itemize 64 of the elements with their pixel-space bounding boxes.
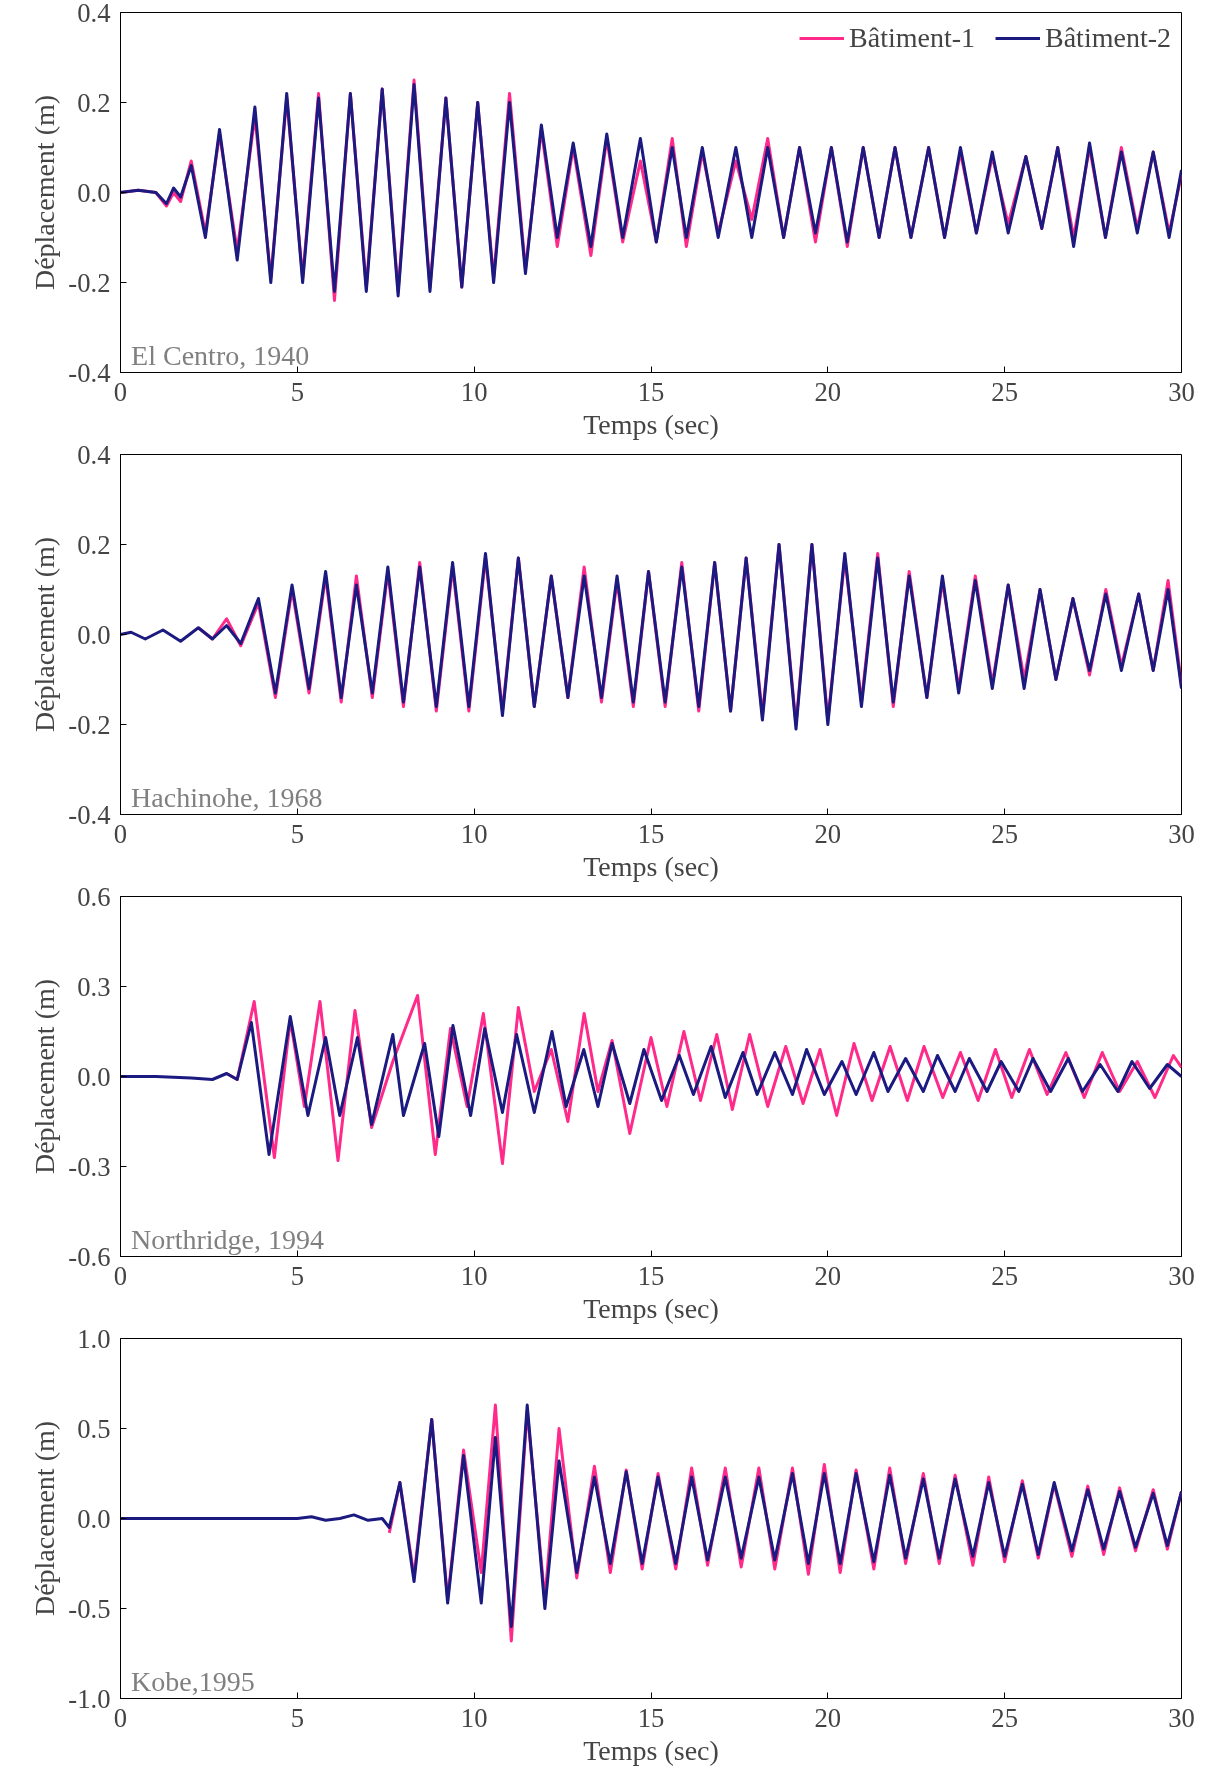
x-tick-label: 25 (991, 818, 1018, 849)
y-tick-label: 0.6 (77, 881, 111, 912)
y-axis-title: Déplacement (m) (29, 1420, 61, 1617)
x-tick-label: 5 (290, 1260, 304, 1291)
x-tick-label: 10 (460, 376, 488, 407)
x-tick-label: 20 (814, 1702, 842, 1733)
x-tick-label: 0 (113, 376, 128, 407)
x-tick-label: 10 (460, 1702, 488, 1733)
annotation: Hachinohe, 1968 (131, 781, 323, 813)
y-tick-label: -0.4 (68, 799, 111, 830)
line-series (120, 1403, 1182, 1628)
x-tick-label: 30 (1168, 818, 1195, 849)
x-axis-title: Temps (sec) (583, 850, 719, 882)
y-tick-label: 0.4 (77, 439, 111, 470)
x-axis-title: Temps (sec) (583, 1292, 719, 1324)
x-tick-label: 10 (460, 1260, 488, 1291)
y-tick-label: 0.4 (77, 0, 111, 28)
y-tick-label: 0.2 (77, 529, 111, 560)
line-series (120, 1015, 1182, 1156)
y-axis-title: Déplacement (m) (29, 536, 61, 733)
x-tick-label: 20 (814, 376, 842, 407)
y-tick-label: 0.0 (77, 177, 111, 208)
annotation: El Centro, 1940 (131, 339, 310, 371)
x-tick-label: 0 (113, 1260, 128, 1291)
y-tick-label: -0.2 (68, 267, 111, 298)
annotation: Northridge, 1994 (131, 1223, 324, 1255)
x-tick-label: 25 (991, 376, 1018, 407)
x-tick-label: 20 (814, 818, 842, 849)
x-tick-label: 0 (113, 1702, 128, 1733)
y-tick-label: 0.2 (77, 87, 111, 118)
x-tick-label: 15 (637, 1702, 665, 1733)
x-tick-label: 5 (290, 1702, 304, 1733)
x-tick-label: 5 (290, 818, 304, 849)
y-tick-label: 0.0 (77, 1503, 111, 1534)
x-tick-label: 30 (1168, 1260, 1195, 1291)
y-tick-label: -1.0 (68, 1683, 111, 1714)
y-tick-label: -0.5 (68, 1593, 111, 1624)
x-tick-label: 15 (637, 1260, 665, 1291)
x-tick-label: 0 (113, 818, 128, 849)
legend-label: Bâtiment-2 (1045, 22, 1171, 54)
y-tick-label: 0.3 (77, 971, 111, 1002)
y-tick-label: 0.0 (77, 619, 111, 650)
x-tick-label: 15 (637, 376, 665, 407)
x-axis-title: Temps (sec) (583, 408, 719, 440)
y-axis-title: Déplacement (m) (29, 94, 61, 291)
y-tick-label: -0.2 (68, 709, 111, 740)
x-axis-title: Temps (sec) (583, 1734, 719, 1766)
annotation: Kobe,1995 (131, 1665, 255, 1697)
x-tick-label: 30 (1168, 1702, 1195, 1733)
y-tick-label: -0.6 (68, 1241, 111, 1272)
x-tick-label: 15 (637, 818, 665, 849)
x-tick-label: 25 (991, 1260, 1018, 1291)
legend-label: Bâtiment-1 (849, 22, 976, 54)
x-tick-label: 25 (991, 1702, 1018, 1733)
y-tick-label: -0.4 (68, 357, 111, 388)
y-tick-label: 0.5 (77, 1413, 111, 1444)
y-tick-label: -0.3 (68, 1151, 111, 1182)
x-tick-label: 5 (290, 376, 304, 407)
y-tick-label: 1.0 (77, 1323, 111, 1354)
y-axis-title: Déplacement (m) (29, 978, 61, 1175)
x-tick-label: 30 (1168, 376, 1195, 407)
x-tick-label: 10 (460, 818, 488, 849)
y-tick-label: 0.0 (77, 1061, 111, 1092)
x-tick-label: 20 (814, 1260, 842, 1291)
